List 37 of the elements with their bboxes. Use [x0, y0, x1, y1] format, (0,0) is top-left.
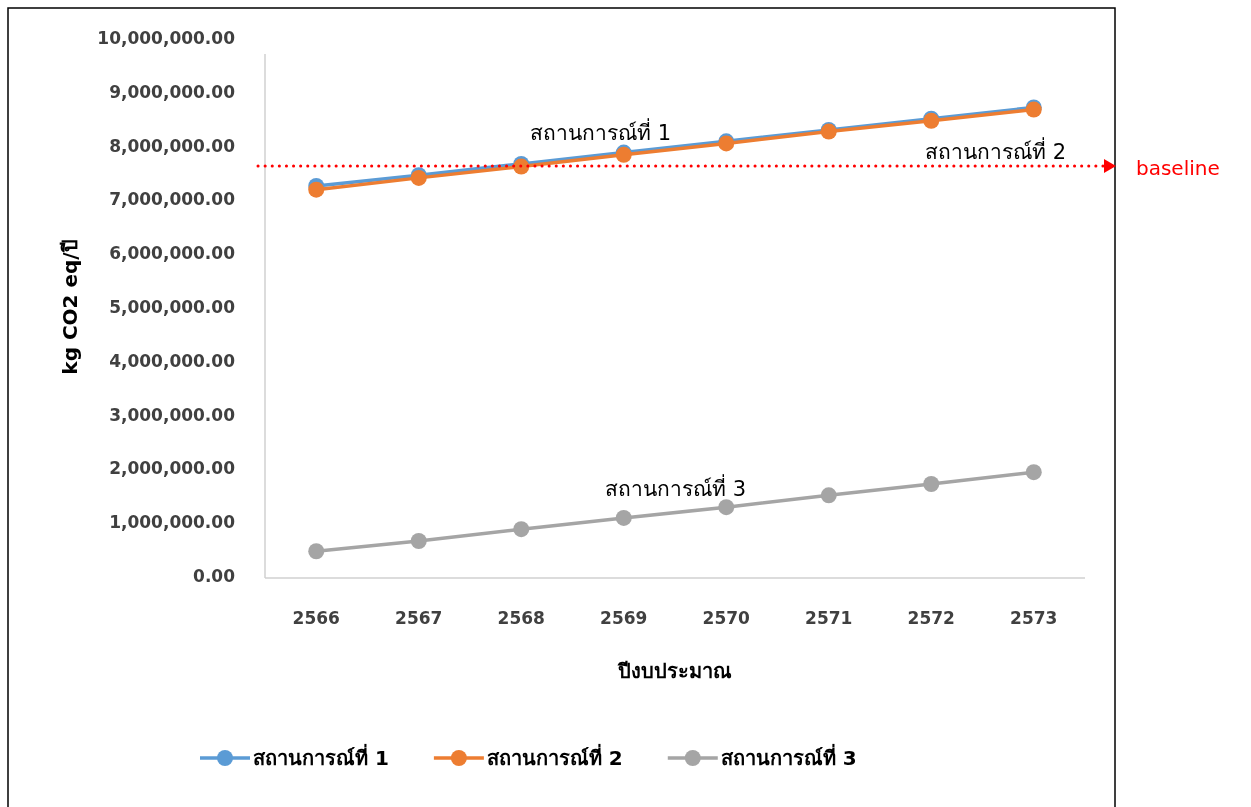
y-tick-label: 7,000,000.00: [109, 189, 236, 210]
ref-line-label: baseline: [1136, 156, 1220, 181]
y-tick-label: 3,000,000.00: [109, 404, 236, 425]
point: [615, 509, 632, 526]
point: [308, 543, 325, 560]
x-tick-label: 2566: [292, 608, 340, 628]
x-axis-title: ปีงบประมาณ: [617, 659, 732, 683]
annotation: สถานการณ์ที่ 3: [605, 474, 747, 501]
y-tick-label: 8,000,000.00: [109, 135, 236, 156]
point: [513, 521, 530, 538]
y-axis-title: kg CO2 eq/ปี: [58, 239, 82, 375]
point: [1025, 464, 1042, 481]
x-tick-label: 2572: [907, 608, 955, 628]
point: [308, 181, 325, 198]
x-tick-label: 2569: [600, 608, 648, 628]
legend-label: สถานการณ์ที่ 2: [486, 743, 623, 770]
legend-label: สถานการณ์ที่ 1: [253, 743, 389, 770]
y-tick-label: 2,000,000.00: [109, 458, 236, 479]
x-tick-label: 2570: [702, 608, 751, 628]
y-tick-label: 9,000,000.00: [109, 81, 236, 102]
y-tick-label: 4,000,000.00: [109, 350, 236, 371]
point: [820, 487, 837, 504]
x-tick-label: 2573: [1010, 608, 1058, 628]
annotation: สถานการณ์ที่ 1: [530, 118, 672, 145]
annotation: สถานการณ์ที่ 2: [925, 137, 1067, 164]
y-tick-label: 6,000,000.00: [109, 243, 236, 264]
x-tick-label: 2571: [805, 608, 853, 628]
x-tick-label: 2567: [395, 608, 443, 628]
x-tick-label: 2568: [497, 608, 545, 628]
legend-label: สถานการณ์ที่ 3: [720, 743, 857, 770]
point: [923, 476, 940, 492]
point: [718, 499, 735, 516]
y-tick-label: 1,000,000.00: [109, 512, 236, 533]
point: [410, 533, 427, 550]
y-tick-label: 5,000,000.00: [109, 297, 236, 317]
y-tick-label: 10,000,000.00: [97, 28, 236, 48]
y-tick-label: 0.00: [193, 566, 236, 586]
